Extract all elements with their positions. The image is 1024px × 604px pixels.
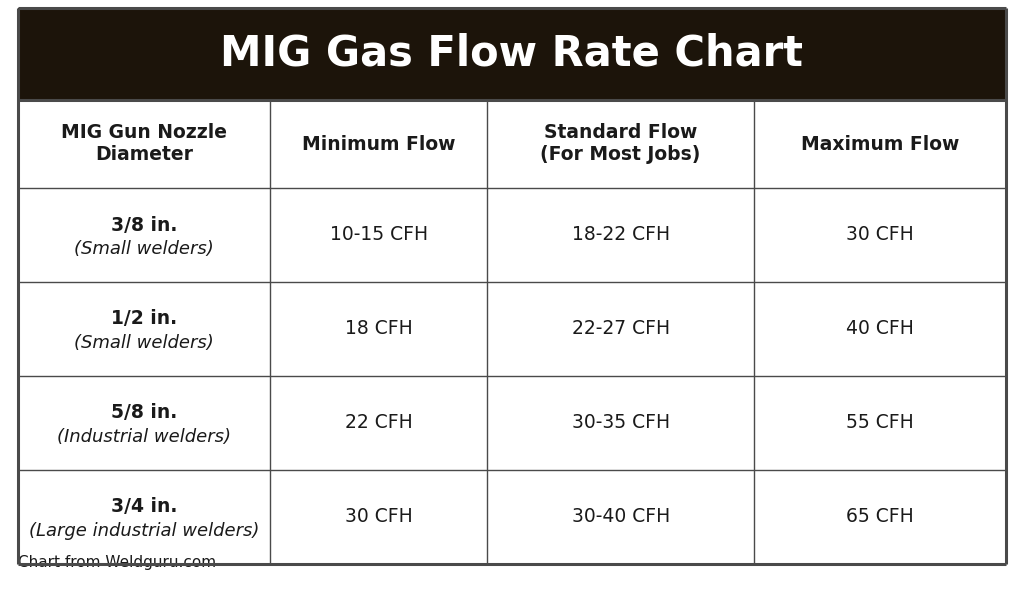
Text: (Small welders): (Small welders) (74, 334, 214, 352)
Bar (18, 376, 1006, 470)
Bar (18, 470, 1006, 564)
Text: 18-22 CFH: 18-22 CFH (571, 225, 670, 245)
Text: 22-27 CFH: 22-27 CFH (571, 320, 670, 338)
Text: Minimum Flow: Minimum Flow (302, 135, 456, 153)
Text: MIG Gun Nozzle
Diameter: MIG Gun Nozzle Diameter (61, 123, 227, 164)
Bar (18, 8, 1006, 100)
Text: 1/2 in.: 1/2 in. (111, 309, 177, 329)
Text: (Industrial welders): (Industrial welders) (57, 428, 231, 446)
Text: 30 CFH: 30 CFH (345, 507, 413, 527)
Text: 30 CFH: 30 CFH (846, 225, 913, 245)
Bar (18, 188, 1006, 282)
Text: (Small welders): (Small welders) (74, 240, 214, 258)
Text: (Large industrial welders): (Large industrial welders) (29, 522, 259, 540)
Text: 3/4 in.: 3/4 in. (111, 498, 177, 516)
Text: 5/8 in.: 5/8 in. (111, 403, 177, 423)
Text: 40 CFH: 40 CFH (846, 320, 914, 338)
Text: 30-35 CFH: 30-35 CFH (571, 414, 670, 432)
Text: Maximum Flow: Maximum Flow (801, 135, 959, 153)
Text: 3/8 in.: 3/8 in. (111, 216, 177, 234)
Text: Chart from Weldguru.com: Chart from Weldguru.com (18, 555, 216, 570)
Text: 30-40 CFH: 30-40 CFH (571, 507, 670, 527)
Bar (18, 282, 1006, 376)
Text: 65 CFH: 65 CFH (846, 507, 913, 527)
Text: 22 CFH: 22 CFH (345, 414, 413, 432)
Text: 55 CFH: 55 CFH (846, 414, 913, 432)
Text: MIG Gas Flow Rate Chart: MIG Gas Flow Rate Chart (220, 33, 804, 75)
Text: Standard Flow
(For Most Jobs): Standard Flow (For Most Jobs) (541, 123, 700, 164)
Text: 18 CFH: 18 CFH (345, 320, 413, 338)
Bar (18, 100, 1006, 188)
Text: 10-15 CFH: 10-15 CFH (330, 225, 428, 245)
